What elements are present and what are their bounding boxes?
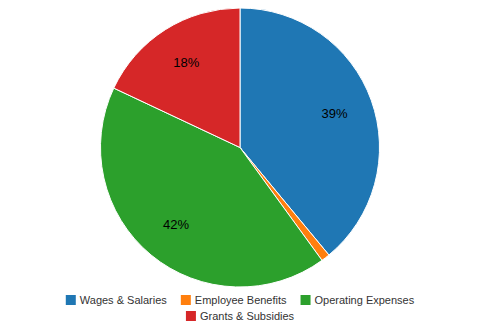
- legend-item: Grants & Subsidies: [186, 310, 295, 322]
- legend-swatch: [301, 295, 311, 305]
- legend-item: Employee Benefits: [181, 294, 287, 306]
- legend-label: Employee Benefits: [195, 294, 287, 306]
- legend-label: Grants & Subsidies: [200, 310, 295, 322]
- legend-swatch: [66, 295, 76, 305]
- chart: Wages & Salaries Employee Benefits Operati…: [0, 0, 480, 333]
- legend-swatch: [181, 295, 191, 305]
- legend-label: Wages & Salaries: [80, 294, 168, 306]
- data-label: 39%: [321, 106, 347, 121]
- legend: Wages & Salaries Employee Benefits Operati…: [66, 294, 415, 322]
- chart-container: Wages & Salaries Employee Benefits Operati…: [0, 0, 480, 333]
- data-labels: 39% 42% 18%: [163, 55, 348, 232]
- legend-item: Operating Expenses: [301, 294, 415, 306]
- legend-swatch: [186, 311, 196, 321]
- data-label: 42%: [163, 217, 189, 232]
- data-label: 18%: [173, 55, 199, 70]
- pie-slice: [114, 8, 240, 148]
- legend-item: Wages & Salaries: [66, 294, 168, 306]
- pie: [101, 8, 380, 287]
- legend-label: Operating Expenses: [315, 294, 415, 306]
